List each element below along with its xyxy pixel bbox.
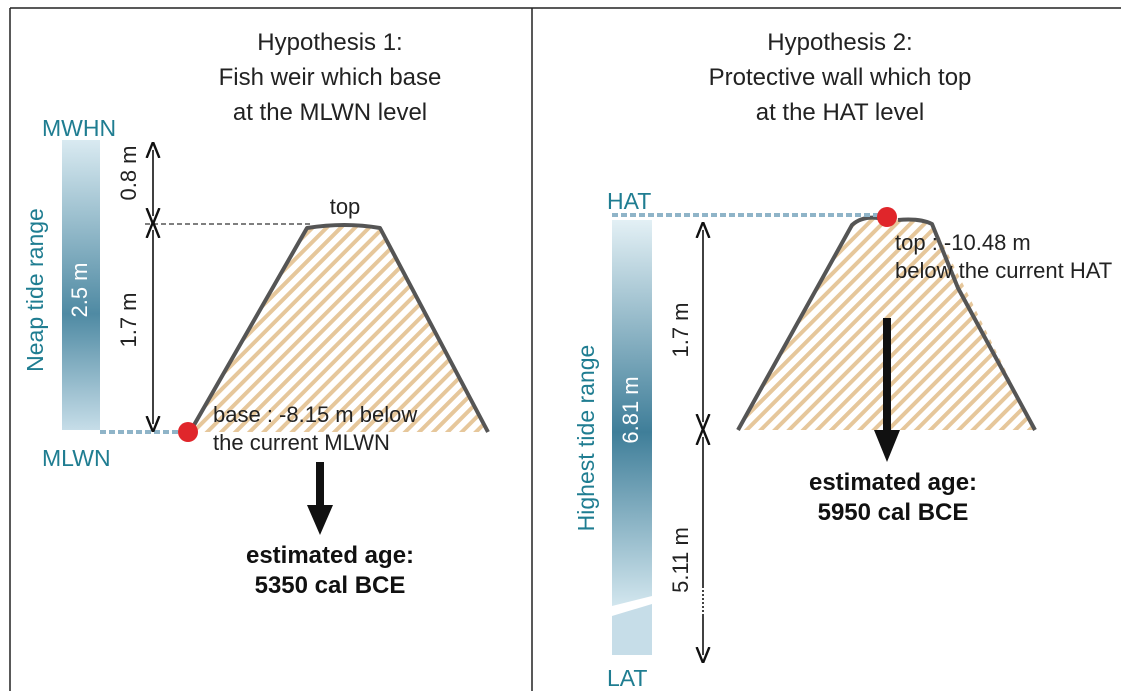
note: base : -8.15 m below bbox=[213, 402, 417, 427]
tide-bar bbox=[612, 604, 652, 655]
frame bbox=[9, 7, 1121, 691]
panel-2: Hypothesis 2: Protective wall which top … bbox=[573, 29, 1112, 691]
age: estimated age: bbox=[809, 469, 977, 496]
level-label: LAT bbox=[607, 665, 647, 691]
age: 5350 cal BCE bbox=[255, 572, 406, 599]
tide-bar bbox=[612, 220, 652, 606]
measure-label: 5.11 m bbox=[668, 527, 693, 593]
point-label: top bbox=[330, 194, 361, 219]
age: estimated age: bbox=[246, 542, 414, 569]
measure-label: 1.7 m bbox=[116, 292, 141, 347]
range-label: Neap tide range bbox=[22, 208, 48, 372]
down-arrow bbox=[874, 318, 900, 462]
structure-outline bbox=[736, 215, 1037, 431]
level-label: HAT bbox=[607, 188, 651, 214]
down-arrow bbox=[307, 462, 333, 535]
age: 5950 cal BCE bbox=[818, 499, 969, 526]
measure-label: 0.8 m bbox=[116, 145, 141, 200]
point bbox=[178, 422, 198, 442]
title: at the HAT level bbox=[756, 99, 925, 126]
title: Fish weir which base bbox=[219, 64, 442, 91]
title: Hypothesis 2: bbox=[767, 29, 912, 56]
title: Protective wall which top bbox=[709, 64, 972, 91]
note: the current MLWN bbox=[213, 430, 390, 455]
title: Hypothesis 1: bbox=[257, 29, 402, 56]
structure bbox=[190, 225, 488, 432]
range-value: 6.81 m bbox=[618, 376, 643, 443]
level-label: MWHN bbox=[42, 115, 116, 141]
measure-label: 1.7 m bbox=[668, 302, 693, 357]
range-value: 2.5 m bbox=[67, 262, 92, 317]
note: top : -10.48 m bbox=[895, 230, 1031, 255]
structure-outline bbox=[188, 223, 490, 433]
point bbox=[877, 207, 897, 227]
title: at the MLWN level bbox=[233, 99, 427, 126]
note: below the current HAT bbox=[895, 258, 1112, 283]
panel-1: Hypothesis 1: Fish weir which base at th… bbox=[22, 29, 490, 599]
level-label: MLWN bbox=[42, 445, 111, 471]
tide-bar bbox=[62, 140, 100, 430]
range-label: Highest tide range bbox=[573, 345, 599, 532]
